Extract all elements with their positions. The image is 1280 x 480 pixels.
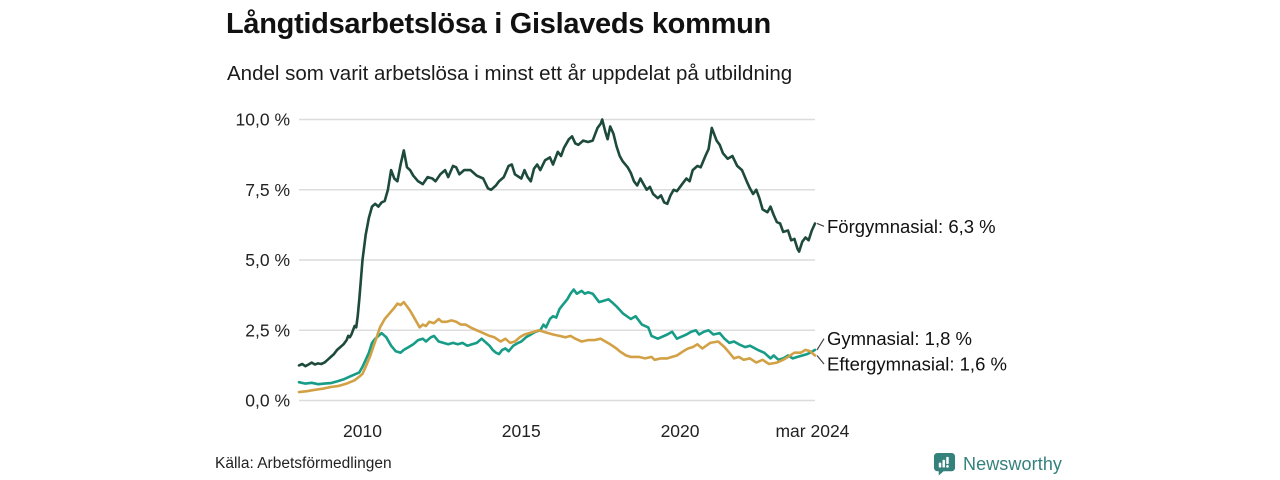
series-line-förgymnasial xyxy=(297,118,817,368)
y-axis-tick-label: 10,0 % xyxy=(236,110,290,130)
page-title: Långtidsarbetslösa i Gislaveds kommun xyxy=(226,8,771,40)
series-annotation-gymnasial: Gymnasial: 1,8 % xyxy=(827,328,972,349)
y-axis-tick-label: 0,0 % xyxy=(245,391,290,411)
y-axis-tick-label: 7,5 % xyxy=(245,180,290,200)
y-axis-tick-label: 2,5 % xyxy=(245,320,290,340)
newsworthy-logo-text: Newsworthy xyxy=(963,453,1063,474)
annotation-leader-line xyxy=(816,338,825,351)
source-label: Källa: Arbetsförmedlingen xyxy=(215,455,392,472)
x-axis-tick-label: 2020 xyxy=(661,421,700,441)
annotation-leader-line xyxy=(816,355,825,365)
series-line-eftergymnasial xyxy=(297,300,817,394)
x-axis-tick-label: mar 2024 xyxy=(775,421,849,441)
annotation-leader-line xyxy=(816,222,825,227)
series-annotation-eftergymnasial: Eftergymnasial: 1,6 % xyxy=(827,353,1007,374)
x-axis-tick-label: 2015 xyxy=(502,421,541,441)
chart-subtitle: Andel som varit arbetslösa i minst ett å… xyxy=(227,62,793,85)
newsworthy-branding: Newsworthy xyxy=(933,452,1062,476)
series-annotation-förgymnasial: Förgymnasial: 6,3 % xyxy=(827,216,996,237)
newsworthy-logo-icon xyxy=(933,452,956,476)
series-line-gymnasial xyxy=(297,288,817,386)
y-axis-tick-label: 5,0 % xyxy=(245,250,290,270)
x-axis-tick-label: 2010 xyxy=(343,421,382,441)
